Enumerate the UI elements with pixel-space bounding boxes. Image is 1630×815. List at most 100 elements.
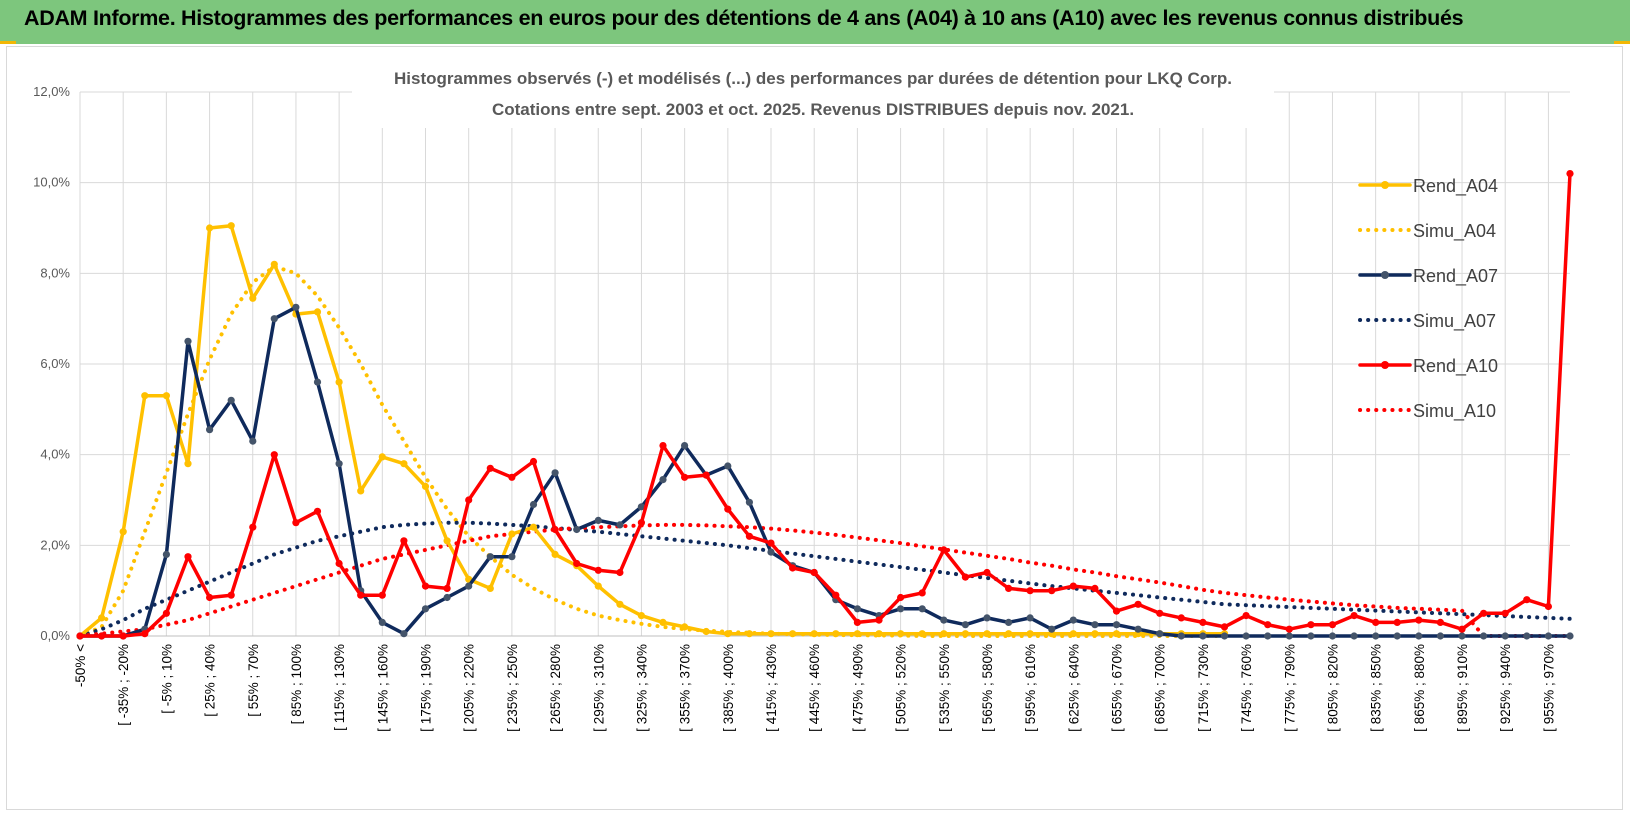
x-tick-label: [ 55% ; 70% [246,644,261,717]
point-Rend_A04 [486,584,494,593]
point-Rend_A07 [897,605,905,613]
point-Rend_A10 [206,593,214,602]
point-Rend_A04 [724,630,732,638]
point-Rend_A10 [724,505,732,513]
point-Rend_A04 [551,550,559,559]
point-Rend_A07 [486,553,494,561]
point-Rend_A07 [206,426,214,434]
point-Rend_A07 [961,621,970,629]
point-Rend_A10 [983,568,991,577]
legend-label: Simu_A10 [1413,401,1496,422]
x-tick-label: [ 265% ; 280% [548,644,563,732]
x-tick-label: [ 685% ; 700% [1153,644,1168,732]
point-Rend_A10 [1091,584,1099,593]
point-Rend_A10 [897,593,905,602]
x-tick-label: [ 445% ; 460% [807,644,822,732]
point-Rend_A10 [1069,582,1077,590]
point-Rend_A07 [1134,625,1142,633]
point-Rend_A07 [551,469,559,477]
legend-label: Rend_A10 [1413,356,1498,377]
point-Rend_A10 [1005,584,1013,593]
point-Rend_A07 [724,462,732,470]
point-Rend_A04 [832,630,840,638]
point-Rend_A10 [1372,618,1380,627]
point-Rend_A04 [400,460,408,468]
point-Rend_A07 [227,396,235,404]
point-Rend_A04 [1091,630,1099,638]
x-tick-label: [ -5% ; 10% [159,644,174,714]
point-Rend_A10 [1199,618,1207,627]
point-Rend_A04 [1069,630,1077,638]
x-tick-label: [ 115% ; 130% [332,644,347,731]
point-Rend_A10 [767,539,775,547]
x-tick-label: [ 415% ; 430% [764,644,779,732]
x-tick-label: [ 25% ; 40% [203,644,218,717]
point-Rend_A07 [1285,632,1293,640]
x-tick-label: [ 925% ; 940% [1498,644,1513,732]
point-Rend_A07 [1112,621,1121,629]
point-Rend_A04 [98,614,106,622]
point-Rend_A04 [616,600,624,608]
point-Rend_A07 [767,548,775,556]
point-Rend_A04 [270,260,278,268]
point-Rend_A10 [1134,600,1142,608]
x-tick-label: [ 595% ; 610% [1023,644,1038,732]
point-Rend_A07 [1393,632,1401,640]
x-tick-label: [ 85% ; 100% [289,644,304,724]
point-Rend_A07 [313,378,322,386]
legend-label: Simu_A07 [1413,311,1496,332]
point-Rend_A07 [1091,621,1099,629]
point-Rend_A10 [810,568,818,577]
chart-subtitle: Histogrammes observés (-) et modélisés (… [352,58,1274,128]
point-Rend_A04 [789,630,797,638]
point-Rend_A07 [1307,632,1315,640]
x-tick-label: [ 235% ; 250% [505,644,520,732]
point-Rend_A10 [1458,625,1466,633]
point-Rend_A07 [1199,632,1207,640]
point-Rend_A10 [551,525,559,534]
subtitle-line-1: Histogrammes observés (-) et modélisés (… [394,69,1232,88]
x-tick-label: [ 355% ; 370% [678,644,693,732]
point-Rend_A10 [443,584,451,593]
point-Rend_A10 [875,616,883,624]
point-Rend_A04 [529,523,538,531]
point-Rend_A04 [119,528,127,536]
legend-label: Rend_A04 [1413,176,1498,197]
page-title: ADAM Informe. Histogrammes des performan… [24,6,1464,30]
x-tick-label: [ 145% ; 160% [375,644,390,732]
x-tick-label: [ 715% ; 730% [1196,644,1211,732]
point-Rend_A10 [378,591,386,599]
point-Rend_A10 [119,632,127,640]
point-Rend_A10 [421,582,430,590]
legend-item-Simu_A10: Simu_A10 [1358,401,1496,422]
legend-item-Rend_A10: Rend_A10 [1358,356,1498,377]
grid-lines [79,91,1570,637]
point-Rend_A07 [1566,632,1574,640]
x-tick-label: [ 565% ; 580% [980,644,995,732]
point-Rend_A07 [659,476,667,484]
point-Rend_A10 [227,591,235,599]
point-Rend_A10 [1415,616,1423,624]
point-Rend_A04 [421,482,430,490]
point-Rend_A10 [1112,607,1121,615]
point-Rend_A10 [1307,621,1315,629]
point-Rend_A04 [1112,630,1121,638]
point-Rend_A07 [529,500,538,509]
point-Rend_A04 [659,618,667,627]
point-Rend_A10 [292,519,300,527]
point-Rend_A10 [745,532,754,540]
y-tick-label: 8,0% [40,265,70,280]
point-Rend_A10 [508,473,516,481]
y-tick-label: 4,0% [40,447,70,462]
point-Rend_A10 [637,519,646,527]
point-Rend_A07 [1026,614,1034,622]
point-Rend_A04 [875,630,883,638]
point-Rend_A10 [486,464,494,472]
point-Rend_A04 [983,630,991,638]
legend-item-Simu_A04: Simu_A04 [1358,221,1496,242]
point-Rend_A10 [1523,596,1531,604]
point-Rend_A04 [918,630,926,638]
x-tick-label: [ 385% ; 400% [721,644,736,732]
series-Rend_A07 [76,303,1574,640]
point-Rend_A07 [1177,632,1185,640]
